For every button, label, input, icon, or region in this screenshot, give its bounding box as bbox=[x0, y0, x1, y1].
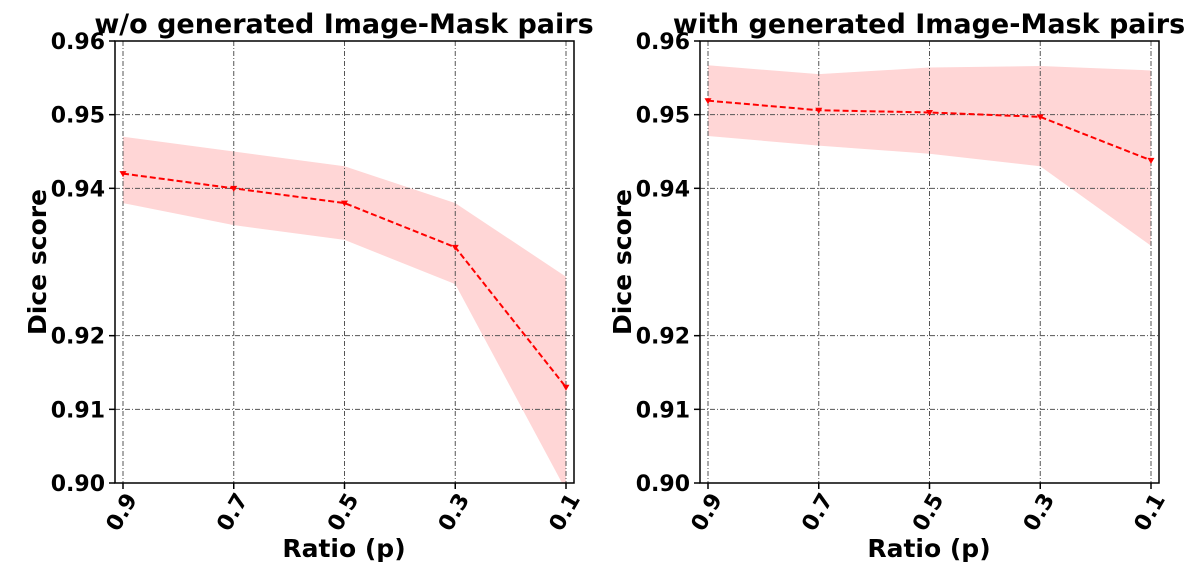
x-tick-label: 0.5 bbox=[323, 489, 364, 535]
data-point bbox=[341, 200, 348, 207]
data-point bbox=[704, 98, 712, 105]
x-tick-label: 0.7 bbox=[797, 489, 838, 535]
x-tick-label: 0.1 bbox=[545, 489, 586, 535]
data-point bbox=[451, 244, 459, 251]
data-point bbox=[1147, 157, 1155, 164]
data-point bbox=[230, 185, 238, 192]
y-tick-label: 0.94 bbox=[636, 177, 690, 202]
y-axis-label: Dice score bbox=[23, 189, 52, 335]
y-tick-label: 0.96 bbox=[636, 30, 690, 55]
x-tick-label: 0.3 bbox=[434, 489, 475, 535]
y-axis-label: Dice score bbox=[608, 189, 637, 335]
x-tick-label: 0.9 bbox=[687, 489, 728, 535]
y-tick-label: 0.91 bbox=[636, 398, 690, 423]
plot-area: 0.90 0.91 0.92 0.94 0.95 0.96 0.9 0.7 0.5 0.3 0.1 bbox=[636, 30, 1171, 536]
data-point bbox=[562, 384, 570, 391]
x-axis-label: Ratio (p) bbox=[867, 534, 990, 563]
chart-panel-with-generated: with generated Image-Mask pairs Dice sco… bbox=[608, 9, 1185, 563]
data-point bbox=[1036, 114, 1044, 121]
x-axis-label: Ratio (p) bbox=[282, 534, 405, 563]
y-tick-label: 0.95 bbox=[51, 104, 105, 129]
y-tick-label: 0.92 bbox=[51, 325, 105, 350]
data-point bbox=[119, 171, 127, 178]
data-point bbox=[815, 107, 823, 114]
series-line bbox=[122, 172, 567, 388]
y-tick-label: 0.90 bbox=[51, 472, 105, 497]
y-tick-label: 0.91 bbox=[51, 398, 105, 423]
data-point bbox=[926, 110, 933, 116]
y-tick-label: 0.90 bbox=[636, 472, 690, 497]
x-tick-label: 0.9 bbox=[102, 489, 143, 535]
plot-area: 0.90 0.91 0.92 0.94 0.95 0.96 0.9 0.7 0.5 0.3 0.1 bbox=[51, 30, 586, 536]
y-tick-label: 0.95 bbox=[636, 104, 690, 129]
y-tick-label: 0.96 bbox=[51, 30, 105, 55]
y-tick-label: 0.94 bbox=[51, 177, 105, 202]
chart-title: with generated Image-Mask pairs bbox=[673, 9, 1185, 40]
y-tick-label: 0.92 bbox=[636, 325, 690, 350]
x-tick-label: 0.3 bbox=[1019, 489, 1060, 535]
chart-panel-without-generated: w/o generated Image-Mask pairs Dice scor… bbox=[23, 9, 594, 563]
x-tick-label: 0.5 bbox=[908, 489, 949, 535]
x-tick-label: 0.7 bbox=[212, 489, 253, 535]
chart-title: w/o generated Image-Mask pairs bbox=[94, 9, 593, 40]
x-tick-label: 0.1 bbox=[1130, 489, 1171, 535]
